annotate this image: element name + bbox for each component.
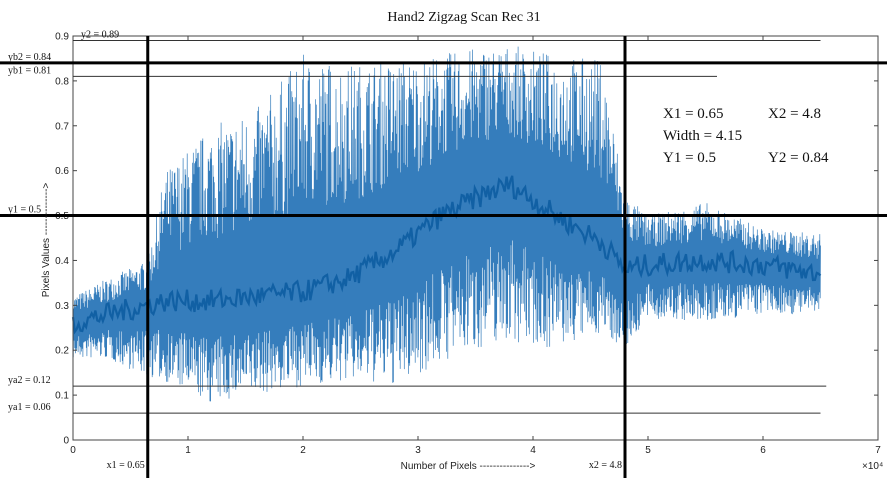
annotation-text: X2 = 4.8 bbox=[768, 106, 821, 122]
reference-line-label: ya1 = 0.06 bbox=[8, 402, 51, 413]
chart-title: Hand2 Zigzag Scan Rec 31 bbox=[387, 10, 540, 25]
vertical-line-label: x1 = 0.65 bbox=[107, 460, 145, 471]
annotation-text: Y1 = 0.5 bbox=[663, 150, 716, 166]
y-tick-label: 0.4 bbox=[55, 256, 69, 267]
y-tick-label: 0.1 bbox=[55, 391, 69, 402]
annotation-box: X1 = 0.65 X2 = 4.8 Width = 4.15 Y1 = 0.5 Y2 … bbox=[663, 106, 829, 166]
vertical-lines: x1 = 0.65 x2 = 4.8 bbox=[107, 36, 627, 478]
plot-area-frame bbox=[72, 35, 879, 441]
reference-line-label: yb1 = 0.81 bbox=[8, 65, 51, 76]
signal-series bbox=[71, 46, 822, 402]
reference-line-label: y2 = 0.89 bbox=[81, 29, 119, 40]
x-tick-label: 7 bbox=[875, 445, 881, 456]
y-tick-label: 0.3 bbox=[55, 301, 69, 312]
x-tick-label: 5 bbox=[645, 445, 651, 456]
annotation-text: Y2 = 0.84 bbox=[768, 150, 829, 166]
y-axis-label: Pixels Values --------------> bbox=[41, 183, 52, 298]
annotation-text: X1 = 0.65 bbox=[663, 106, 724, 122]
x-exponent-label: ×10⁴ bbox=[862, 461, 883, 472]
signal-core-trace bbox=[71, 175, 822, 335]
y-tick-label: 0.8 bbox=[55, 76, 69, 87]
x-tick-label: 3 bbox=[415, 445, 421, 456]
x-axis-label: Number of Pixels ---------------> bbox=[401, 461, 536, 472]
annotation-text: Width = 4.15 bbox=[663, 128, 742, 144]
y-tick-label: 0.7 bbox=[55, 121, 69, 132]
x-tick-label: 4 bbox=[530, 445, 536, 456]
y-tick-label: 0.9 bbox=[55, 32, 69, 43]
x-tick-label: 1 bbox=[185, 445, 191, 456]
reference-line-label: ya2 = 0.12 bbox=[8, 375, 51, 386]
y-tick-label: 0 bbox=[63, 436, 69, 447]
x-tick-label: 2 bbox=[300, 445, 306, 456]
x-tick-label: 0 bbox=[70, 445, 76, 456]
y-tick-label: 0.6 bbox=[55, 166, 69, 177]
reference-line-label: yb2 = 0.84 bbox=[8, 52, 51, 63]
y-tick-label: 0.2 bbox=[55, 346, 69, 357]
vertical-line-label: x2 = 4.8 bbox=[589, 460, 622, 471]
x-tick-label: 6 bbox=[760, 445, 766, 456]
reference-line-label: y1 = 0.5 bbox=[8, 205, 41, 216]
signal-trace bbox=[72, 46, 821, 402]
